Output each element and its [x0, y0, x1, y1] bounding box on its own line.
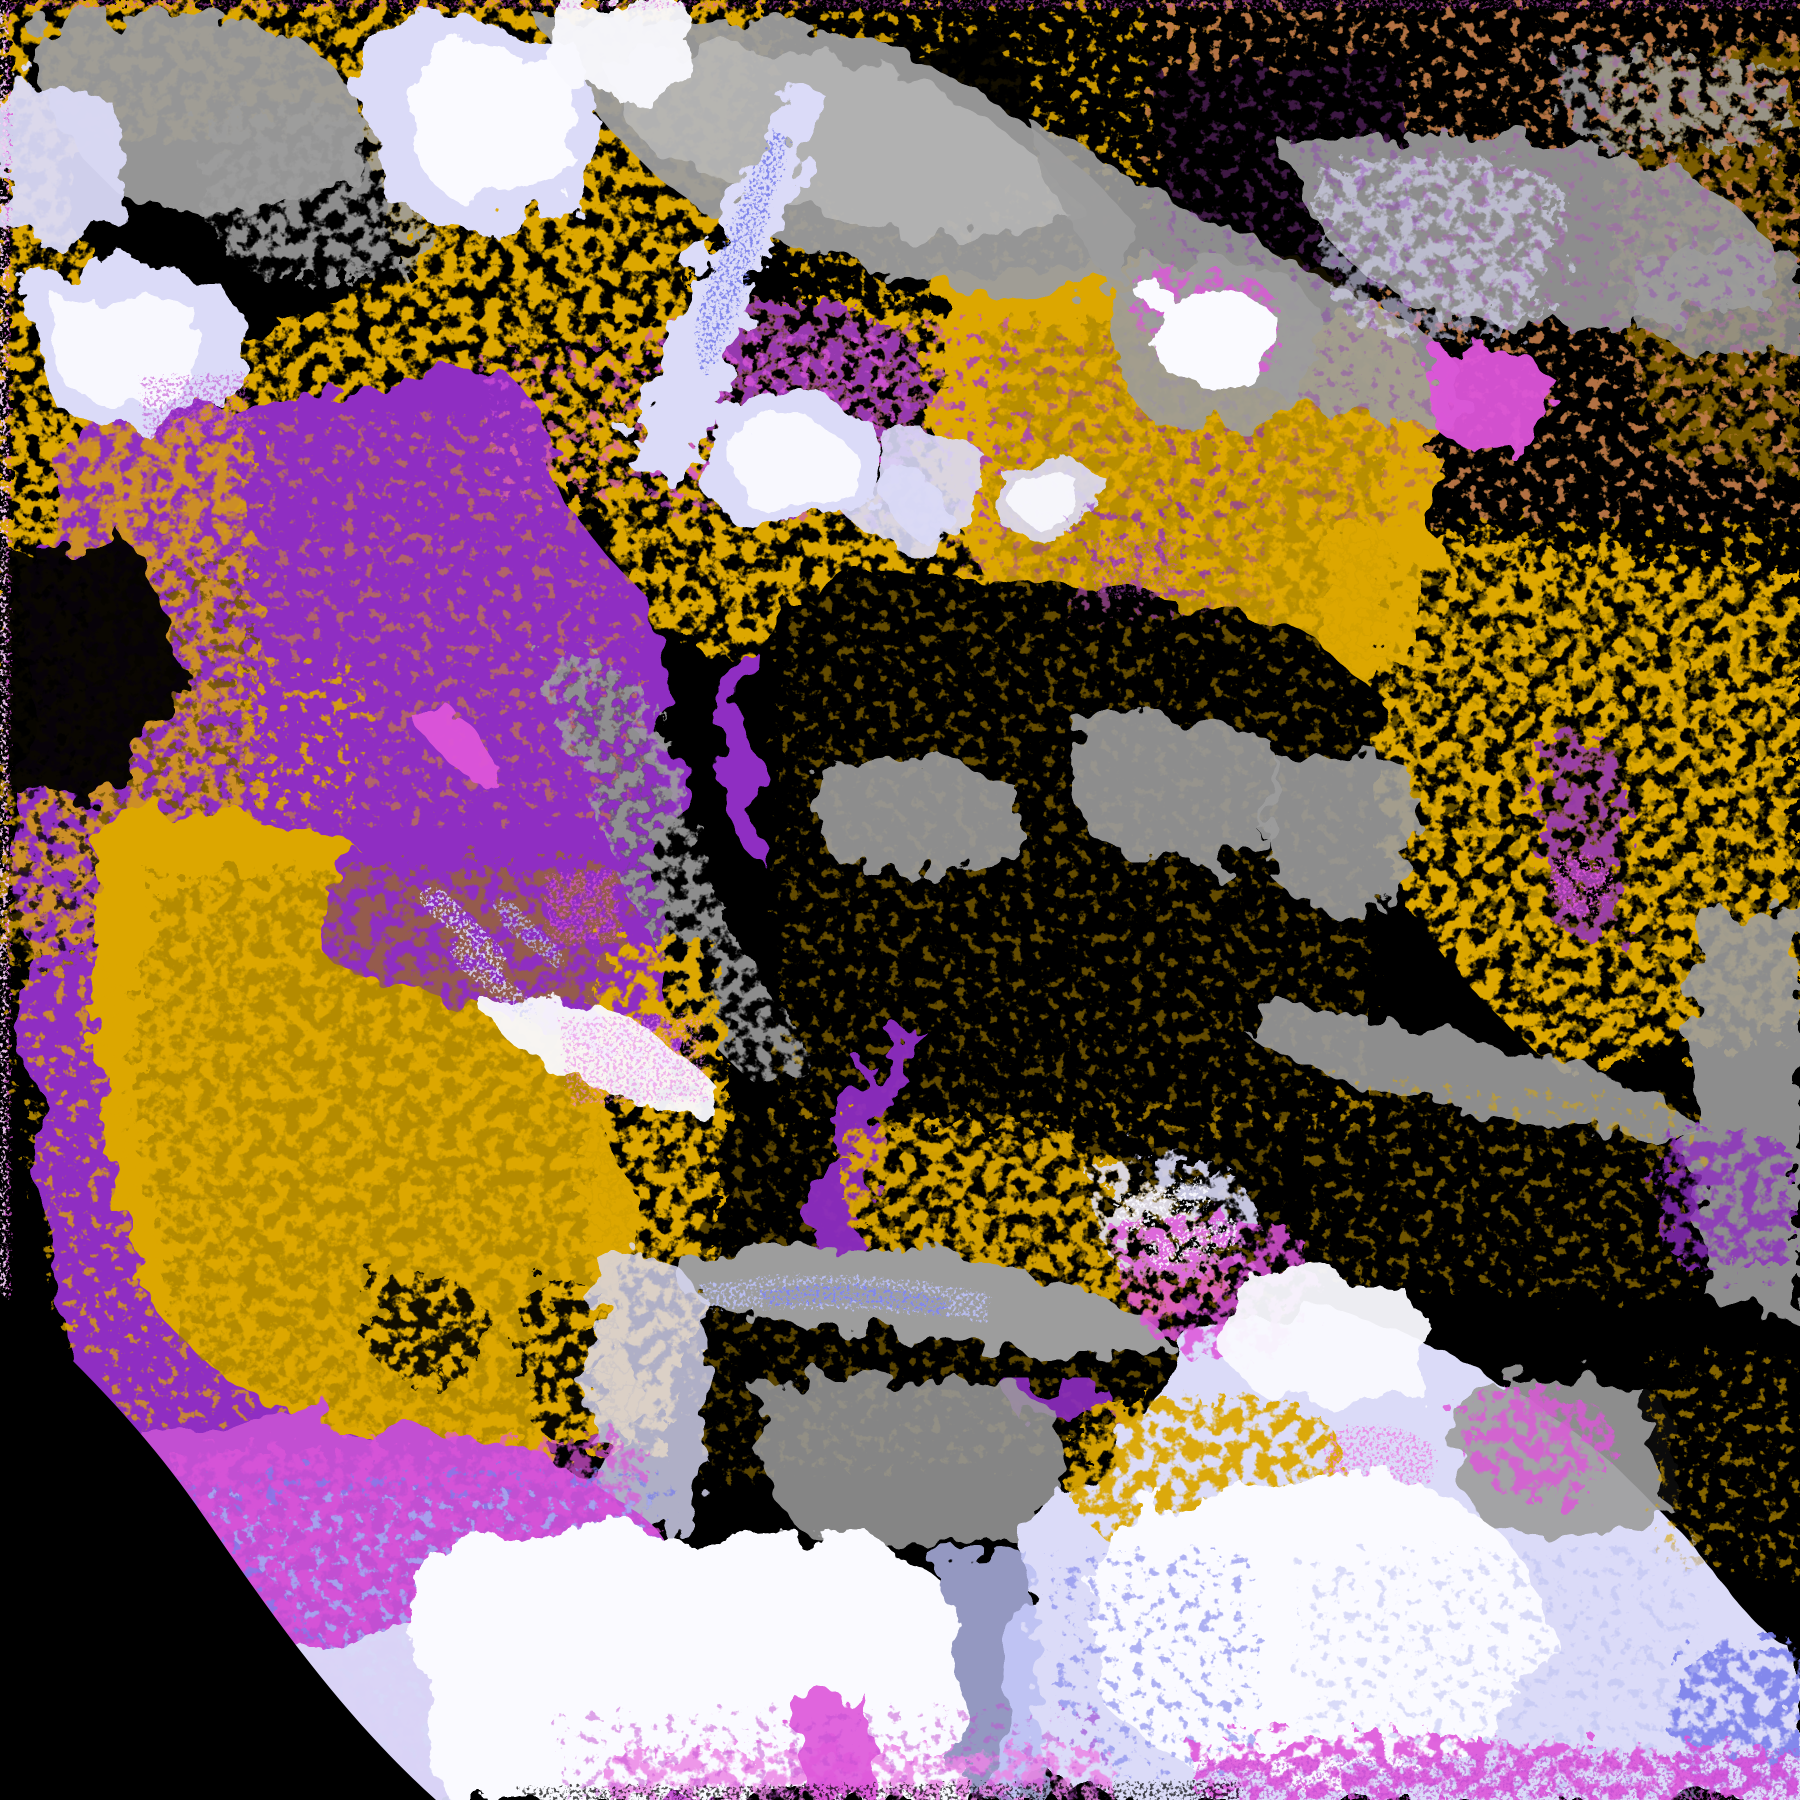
region-white-cell-center: [730, 424, 849, 516]
region-lavender-cell-darkmass: [852, 476, 943, 542]
region-magenta-specks-neck: [545, 870, 620, 945]
region-magenta-patch-se2: [1467, 1389, 1612, 1502]
region-gray-andes-band: [545, 653, 817, 1110]
region-blue-speckle-se: [1050, 1550, 1260, 1770]
region-gray-cloud-center2: [1073, 713, 1281, 866]
region-orchid-dots-tlcells: [140, 373, 250, 437]
region-white-blob-topmid: [542, 0, 690, 94]
region-white-streak-outrigger2: [1146, 1215, 1239, 1270]
region-purple-patch-right2: [1658, 1129, 1790, 1273]
region-gold-dust-se2: [1300, 1080, 1700, 1300]
region-white-core-se2: [1218, 1270, 1424, 1408]
region-black-holes-southam2: [370, 1273, 482, 1382]
region-ltgray-core-topmid: [600, 48, 1080, 237]
region-gold-dust-darkcenter: [780, 570, 1370, 1140]
region-gold-speckle-lowerleft: [0, 950, 240, 1340]
region-white-cell-right: [1010, 475, 1086, 526]
region-edge-noise-top-magenta: [0, 0, 1800, 8]
region-orchid-specks-right: [1090, 535, 1180, 597]
region-orchid-speck-south: [560, 1710, 1105, 1800]
region-gold-dust-purple: [90, 410, 640, 830]
region-white-core-top: [408, 45, 573, 201]
region-orchid-dust-south: [1200, 1750, 1800, 1800]
region-cirrus-streak3: [492, 899, 564, 968]
region-white-streak-outrigger1: [1115, 1178, 1211, 1232]
region-edge-noise-left-white: [0, 0, 7, 1300]
region-earth-limb-darkness: [0, 1292, 436, 1800]
region-cell-white-topmid: [1150, 287, 1275, 390]
region-cirrus-streak1: [419, 887, 507, 970]
region-magenta-streak-coast: [408, 706, 500, 790]
region-black-dots-bottom-edge: [520, 1782, 1240, 1800]
region-blue-streak-south: [760, 1284, 950, 1317]
region-black-patch-tl2: [0, 540, 190, 800]
region-lavender-edge-tl: [0, 79, 126, 239]
region-magenta-spot-tr: [1428, 347, 1551, 454]
region-gray-mass-bottommid: [756, 1375, 1066, 1555]
region-cirrus-streak2: [451, 942, 535, 1022]
region-gray-cloud-center1: [815, 758, 1015, 873]
region-gold-dust-se-pocket: [1650, 1350, 1800, 1580]
region-pink-specks-neck: [560, 1015, 710, 1105]
region-gray-clump-right: [1263, 748, 1420, 909]
region-gold-speckle-west: [240, 660, 370, 820]
region-purple-speckle-tr: [1150, 0, 1800, 520]
region-magenta-spot-right: [1548, 852, 1613, 918]
region-blue-river-core: [696, 130, 790, 375]
